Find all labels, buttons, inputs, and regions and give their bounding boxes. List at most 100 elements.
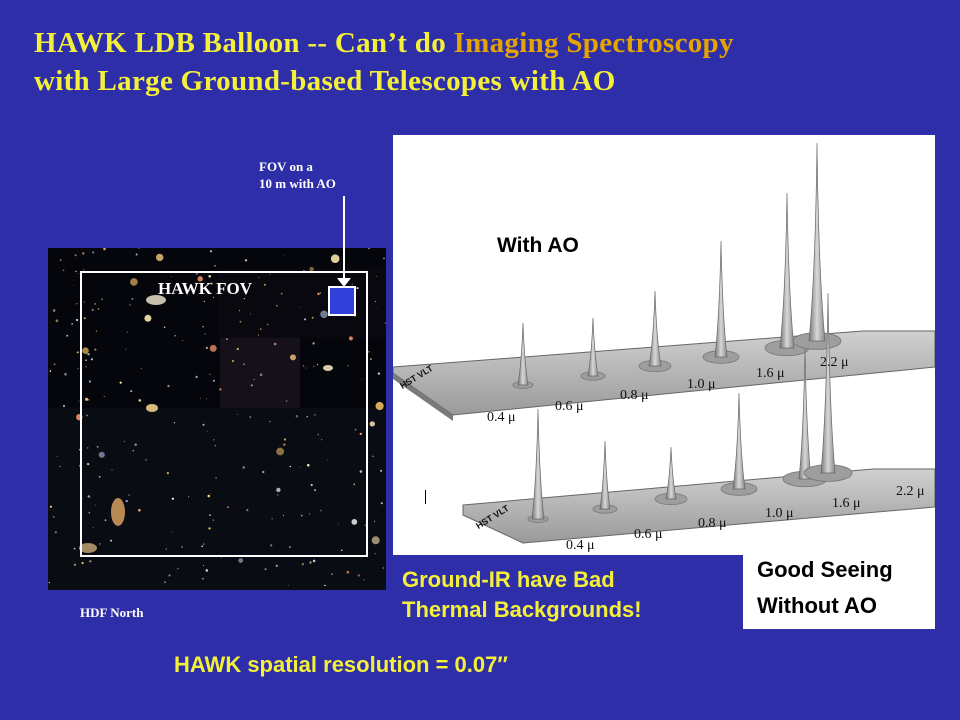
star [75, 270, 77, 273]
star [132, 449, 135, 452]
top-tick-0.8: 0.8 μ [620, 388, 649, 403]
star [374, 553, 376, 555]
star [88, 380, 91, 383]
psf-spike [648, 290, 662, 367]
star [321, 439, 323, 441]
star [202, 325, 204, 328]
star [283, 438, 287, 441]
star [203, 300, 206, 303]
star [104, 519, 107, 522]
star [375, 401, 384, 411]
star [199, 397, 201, 399]
star [308, 513, 311, 515]
fov-10m-line-2: 10 m with AO [259, 176, 336, 191]
star [210, 282, 213, 285]
star [302, 365, 305, 367]
star [94, 504, 96, 506]
star [140, 368, 142, 370]
star [380, 502, 383, 505]
star [314, 414, 316, 416]
star [204, 333, 206, 335]
star [263, 283, 266, 286]
star [96, 445, 99, 448]
star [85, 366, 87, 368]
star [221, 557, 222, 558]
star [326, 459, 328, 461]
star [208, 275, 211, 278]
star [373, 520, 376, 522]
star [138, 508, 141, 512]
resolution-text: HAWK spatial resolution = 0.07″ [174, 652, 508, 677]
star [237, 414, 238, 415]
star [130, 278, 138, 286]
star [62, 269, 65, 272]
star [282, 514, 284, 517]
star [173, 422, 176, 424]
star [126, 331, 128, 333]
top-tick-1.6: 1.6 μ [756, 366, 785, 381]
star [73, 563, 77, 566]
star [305, 367, 307, 369]
star [239, 320, 242, 323]
star [300, 514, 303, 517]
hdf-starfield [48, 248, 386, 590]
fov-10m-label: FOV on a 10 m with AO [259, 158, 336, 192]
star [110, 539, 112, 542]
star [64, 372, 67, 376]
star [317, 434, 319, 436]
star [53, 363, 56, 366]
star [52, 309, 56, 312]
star [103, 395, 105, 397]
star [246, 509, 249, 512]
star [88, 512, 90, 514]
star [195, 375, 198, 379]
star [361, 378, 363, 380]
star [244, 259, 248, 262]
star [377, 372, 381, 375]
star [283, 254, 284, 256]
star [125, 348, 127, 350]
star [168, 574, 171, 577]
star [259, 373, 263, 377]
good-seeing-box: Good Seeing Without AO [743, 553, 935, 629]
star [208, 527, 211, 530]
star [92, 251, 95, 254]
bottom-tick-1.6: 1.6 μ [832, 496, 861, 511]
star [170, 276, 172, 278]
star [324, 584, 326, 587]
star [262, 470, 265, 474]
star [81, 561, 84, 565]
star [289, 546, 291, 548]
star [163, 326, 166, 329]
star [374, 300, 376, 303]
star [347, 365, 349, 367]
galaxy [79, 543, 97, 553]
star [128, 494, 130, 496]
star [207, 494, 211, 498]
star [304, 318, 306, 321]
star [59, 259, 62, 261]
star [85, 397, 89, 401]
star [257, 334, 259, 336]
psf-spike [665, 446, 677, 500]
star [369, 421, 375, 427]
star [269, 420, 271, 423]
slide-title: HAWK LDB Balloon -- Can’t do Imaging Spe… [34, 24, 734, 100]
star [135, 253, 138, 256]
star [377, 308, 378, 310]
star [212, 296, 215, 299]
star [90, 358, 93, 361]
star [253, 378, 255, 380]
star [49, 370, 52, 372]
star [368, 248, 370, 250]
star [87, 495, 90, 498]
star [212, 379, 215, 382]
star [130, 390, 133, 393]
star [227, 506, 230, 508]
bottom-tick-0.6: 0.6 μ [634, 527, 663, 542]
star [162, 283, 164, 285]
star [94, 348, 97, 351]
star [59, 465, 61, 468]
hdf-caption: HDF North [80, 605, 144, 620]
star [176, 567, 179, 570]
